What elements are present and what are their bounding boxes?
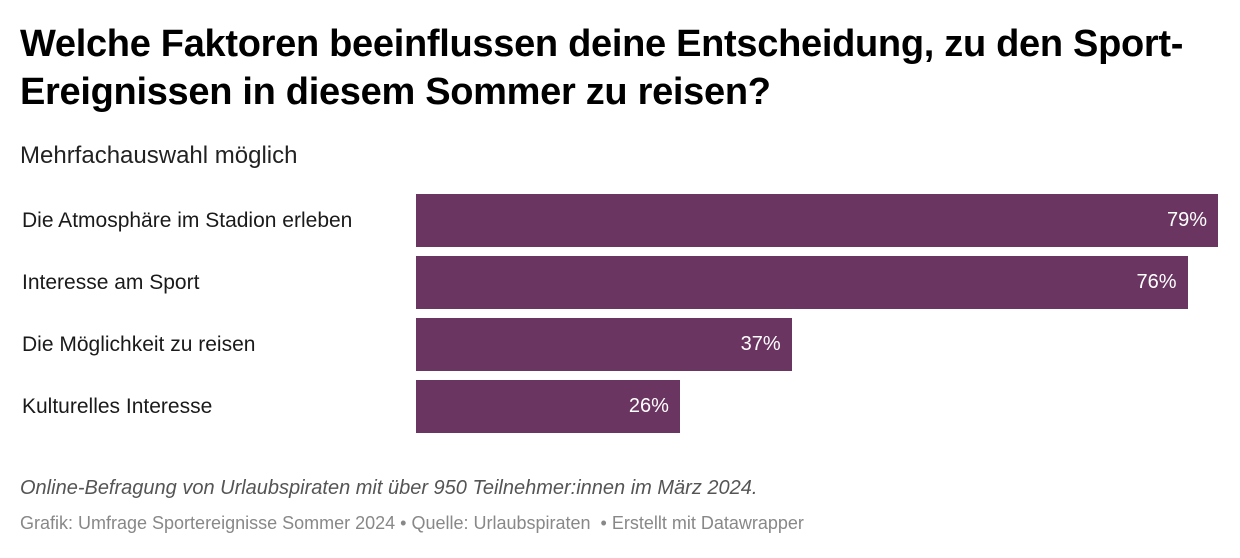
bar	[416, 194, 1218, 247]
category-label: Die Möglichkeit zu reisen	[22, 333, 256, 356]
bar-value-label: 26%	[628, 395, 669, 417]
bar-value-label: 37%	[740, 333, 781, 355]
chart-byline: Grafik: Umfrage Sportereignisse Sommer 2…	[20, 513, 804, 533]
chart-notes: Online-Befragung von Urlaubspiraten mit …	[20, 477, 758, 499]
category-label: Kulturelles Interesse	[22, 395, 213, 418]
bar	[416, 380, 680, 433]
bar-value-label: 79%	[1166, 209, 1207, 231]
category-label: Interesse am Sport	[22, 271, 200, 294]
category-label: Die Atmosphäre im Stadion erleben	[22, 209, 353, 232]
bar-value-label: 76%	[1136, 271, 1177, 293]
bar	[416, 318, 792, 371]
chart-title: Welche Faktoren beeinflussen deine Entsc…	[20, 23, 1184, 113]
bar	[416, 256, 1188, 309]
chart-subtitle: Mehrfachauswahl möglich	[20, 142, 298, 169]
